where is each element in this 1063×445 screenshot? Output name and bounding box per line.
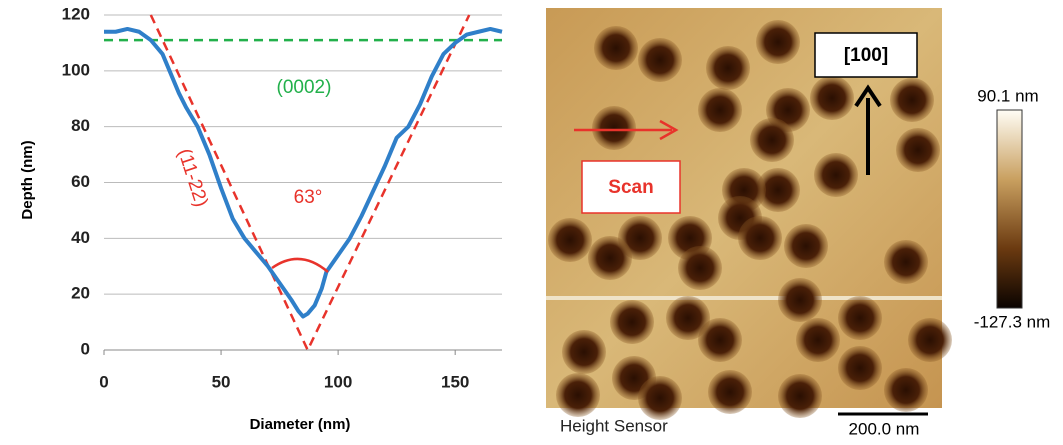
particle <box>784 224 828 268</box>
y-tick-label: 120 <box>62 4 90 23</box>
particle <box>548 218 592 262</box>
particle <box>750 118 794 162</box>
particle <box>556 373 600 417</box>
particle <box>708 370 752 414</box>
colorbar <box>996 109 1023 309</box>
y-tick-label: 0 <box>81 339 90 358</box>
y-axis-title: Depth (nm) <box>19 140 36 219</box>
scan-label: Scan <box>608 177 653 198</box>
particle <box>884 368 928 412</box>
particle <box>594 26 638 70</box>
scan-arrowhead <box>659 119 679 141</box>
guide-line <box>149 14 471 353</box>
particle <box>592 106 636 150</box>
y-tick-label: 60 <box>71 172 90 191</box>
scale-bar-label: 200.0 nm <box>849 419 920 438</box>
particle <box>838 296 882 340</box>
particle <box>562 330 606 374</box>
particle <box>638 376 682 420</box>
colorbar-min: -127.3 nm <box>974 312 1051 331</box>
y-tick-label: 20 <box>71 284 90 303</box>
particle <box>638 38 682 82</box>
scan-line <box>546 296 942 300</box>
particle <box>610 300 654 344</box>
particle <box>890 78 934 122</box>
particle <box>706 46 750 90</box>
scan-box <box>581 160 681 214</box>
facet-label: (0002) <box>277 77 332 98</box>
colorbar-max: 90.1 nm <box>977 86 1038 105</box>
angle-label: 63° <box>294 187 323 208</box>
particle <box>896 128 940 172</box>
depth-profile <box>104 26 503 319</box>
y-tick-label: 100 <box>62 60 90 79</box>
particle <box>778 374 822 418</box>
particle <box>810 76 854 120</box>
particle <box>884 240 928 284</box>
x-axis-title: Diameter (nm) <box>250 416 351 433</box>
particle <box>698 88 742 132</box>
angle-arc <box>271 257 329 273</box>
x-tick-label: 50 <box>212 372 231 391</box>
particle <box>908 318 952 362</box>
x-tick-label: 100 <box>324 372 352 391</box>
particle <box>814 153 858 197</box>
x-tick-label: 150 <box>441 372 469 391</box>
direction-label: [100] <box>844 45 888 66</box>
x-tick-label: 0 <box>99 372 108 391</box>
particle <box>678 246 722 290</box>
particle <box>666 296 710 340</box>
particle <box>756 20 800 64</box>
particle <box>838 346 882 390</box>
y-tick-label: 40 <box>71 228 90 247</box>
y-tick-label: 80 <box>71 116 90 135</box>
particle <box>698 318 742 362</box>
particle <box>778 278 822 322</box>
particle <box>588 236 632 280</box>
direction-box <box>814 32 918 78</box>
image-caption: Height Sensor <box>560 416 668 435</box>
direction-arrowhead <box>854 84 882 108</box>
particle <box>738 216 782 260</box>
facet-label: (11-22) <box>173 146 211 209</box>
particle <box>796 318 840 362</box>
particle <box>756 168 800 212</box>
